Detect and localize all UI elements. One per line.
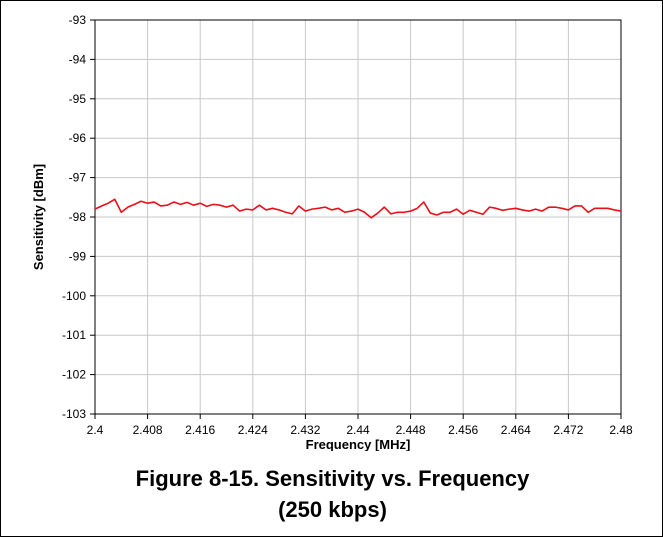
y-tick-label: -96 bbox=[69, 131, 87, 145]
sensitivity-series-line bbox=[94, 198, 622, 219]
x-tick-label: 2.464 bbox=[501, 423, 531, 437]
x-tick-label: 2.416 bbox=[185, 423, 215, 437]
y-tick-label: -95 bbox=[69, 92, 87, 106]
caption-line-2: (250 kbps) bbox=[278, 497, 387, 522]
y-axis-title: Sensitivity [dBm] bbox=[31, 164, 46, 270]
series-layer bbox=[94, 198, 622, 219]
x-axis-title: Frequency [MHz] bbox=[306, 437, 411, 451]
x-tick-label: 2.48 bbox=[609, 423, 633, 437]
x-tick-labels: 2.4 2.408 2.416 2.424 2.432 2.44 2.448 2.456 2.4… bbox=[87, 423, 633, 437]
x-tick-label: 2.456 bbox=[448, 423, 478, 437]
y-tick-label: -98 bbox=[69, 210, 87, 224]
axis-ticks bbox=[90, 19, 622, 419]
y-tick-label: -101 bbox=[62, 328, 86, 342]
caption-line-1: Figure 8-15. Sensitivity vs. Frequency bbox=[135, 466, 530, 491]
y-tick-label: -94 bbox=[69, 52, 87, 66]
y-tick-label: -100 bbox=[62, 289, 86, 303]
x-tick-label: 2.448 bbox=[396, 423, 426, 437]
x-tick-label: 2.44 bbox=[346, 423, 370, 437]
y-tick-label: -102 bbox=[62, 368, 86, 382]
sensitivity-line-chart: 2.4 2.408 2.416 2.424 2.432 2.44 2.448 2.456 2.4… bbox=[31, 13, 633, 451]
x-tick-label: 2.4 bbox=[87, 423, 104, 437]
y-tick-label: -103 bbox=[62, 407, 86, 421]
figure-caption: Figure 8-15. Sensitivity vs. Frequency (… bbox=[1, 463, 663, 525]
x-tick-label: 2.472 bbox=[553, 423, 583, 437]
y-tick-label: -97 bbox=[69, 171, 87, 185]
y-tick-label: -99 bbox=[69, 249, 87, 263]
x-tick-label: 2.432 bbox=[290, 423, 320, 437]
y-tick-label: -93 bbox=[69, 13, 87, 27]
x-tick-label: 2.408 bbox=[133, 423, 163, 437]
grid-lines bbox=[95, 20, 621, 414]
y-tick-labels: -103 -102 -101 -100 -99 -98 -97 -96 -95 -94 -93 bbox=[62, 13, 86, 421]
x-tick-label: 2.424 bbox=[238, 423, 268, 437]
